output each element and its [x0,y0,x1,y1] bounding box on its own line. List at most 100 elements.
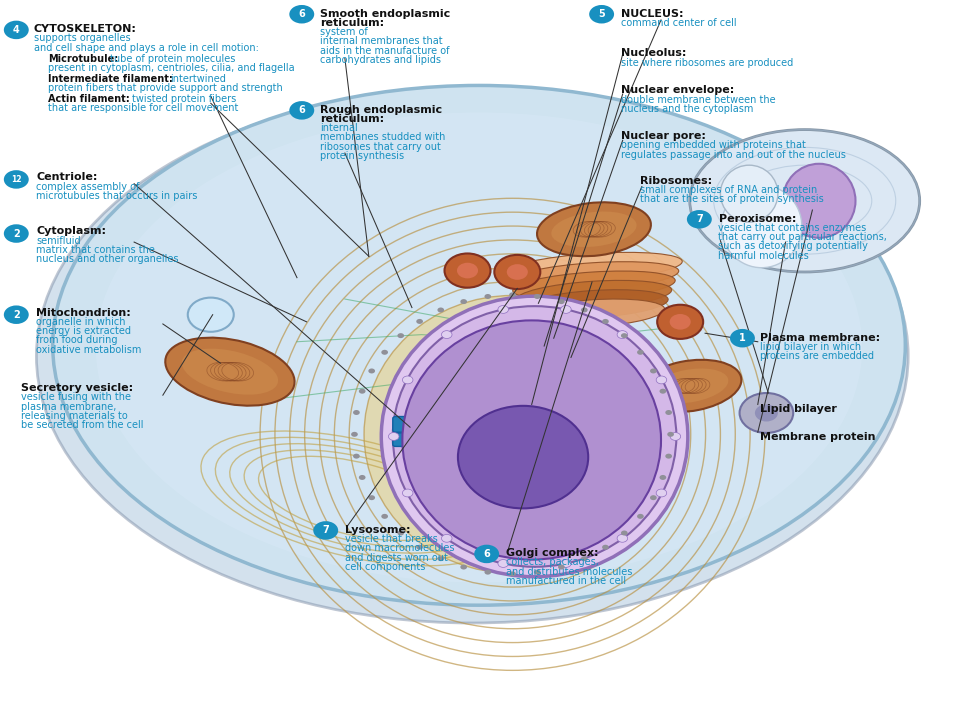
Ellipse shape [523,299,665,328]
Ellipse shape [651,369,728,403]
Text: Lipid bilayer: Lipid bilayer [760,404,836,414]
Text: 7: 7 [696,214,703,224]
Text: 6: 6 [298,9,306,19]
Text: supports organelles: supports organelles [34,33,130,43]
Ellipse shape [520,290,668,318]
Text: double membrane between the: double membrane between the [621,95,775,105]
Ellipse shape [638,360,741,412]
Circle shape [507,264,528,280]
Text: present in cytoplasm, centrioles, cilia, and flagella: present in cytoplasm, centrioles, cilia,… [48,63,294,73]
Text: nucleus and other organelles: nucleus and other organelles [36,254,179,264]
Text: Cytoplasm:: Cytoplasm: [36,226,106,236]
Text: 2: 2 [12,310,20,320]
Circle shape [670,314,691,330]
Circle shape [359,475,366,480]
Circle shape [589,5,614,23]
Text: intertwined: intertwined [171,74,226,84]
Circle shape [740,393,793,433]
Circle shape [602,319,608,324]
Circle shape [402,489,413,497]
Circle shape [494,255,540,289]
Text: Centriole:: Centriole: [36,172,98,182]
Text: aids in the manufacture of: aids in the manufacture of [320,46,449,56]
Text: internal membranes that: internal membranes that [320,36,443,46]
Circle shape [461,565,468,570]
Circle shape [417,545,423,550]
Circle shape [730,329,755,347]
Circle shape [656,376,667,384]
Text: be secreted from the cell: be secreted from the cell [21,420,144,430]
Circle shape [438,308,445,313]
Circle shape [4,170,29,189]
Circle shape [534,294,540,299]
Circle shape [650,495,657,500]
Ellipse shape [53,85,905,605]
Circle shape [359,389,366,394]
Circle shape [560,305,571,313]
Text: Smooth endoplasmic: Smooth endoplasmic [320,9,450,19]
Ellipse shape [510,262,678,290]
Text: Microtubule:: Microtubule: [48,54,118,64]
Text: tube of protein molecules: tube of protein molecules [110,54,236,64]
Text: manufactured in the cell: manufactured in the cell [506,576,626,586]
Text: organelle in which: organelle in which [36,317,125,327]
Circle shape [581,556,587,561]
Text: opening embedded with proteins that: opening embedded with proteins that [621,140,806,150]
Circle shape [650,369,657,374]
Circle shape [510,292,515,298]
Text: Golgi complex:: Golgi complex: [506,548,599,558]
Circle shape [485,294,491,299]
Circle shape [659,475,666,480]
Text: Ribosomes:: Ribosomes: [640,176,712,186]
Text: 2: 2 [12,229,20,239]
Ellipse shape [720,165,778,222]
Text: releasing materials to: releasing materials to [21,411,127,421]
Text: harmful molecules: harmful molecules [718,251,810,261]
Circle shape [558,299,564,304]
Text: regulates passage into and out of the nucleus: regulates passage into and out of the nu… [621,150,846,159]
Text: Plasma membrane:: Plasma membrane: [760,333,879,342]
Text: protein fibers that provide support and strength: protein fibers that provide support and … [48,83,283,93]
Circle shape [402,376,413,384]
Circle shape [581,308,587,313]
Text: twisted protein fibers: twisted protein fibers [132,94,237,104]
Text: from food during: from food during [36,335,118,345]
Text: system of: system of [320,27,368,37]
Text: microtubules that occurs in pairs: microtubules that occurs in pairs [36,191,197,201]
Circle shape [4,305,29,324]
Ellipse shape [393,306,676,567]
Circle shape [457,263,478,278]
Circle shape [498,560,509,567]
Circle shape [438,556,445,561]
Text: 6: 6 [483,549,490,559]
Circle shape [354,410,360,415]
Circle shape [442,330,452,338]
Text: plasma membrane,: plasma membrane, [21,402,117,412]
Circle shape [4,21,29,39]
Text: energy is extracted: energy is extracted [36,326,131,336]
Circle shape [461,299,468,304]
Text: reticulum:: reticulum: [320,114,384,124]
Circle shape [755,404,778,422]
Circle shape [498,305,509,313]
Ellipse shape [381,296,688,577]
Circle shape [354,454,360,459]
Ellipse shape [36,89,908,623]
Circle shape [389,433,399,440]
Text: CYTOSKELETON:: CYTOSKELETON: [34,24,136,34]
Text: Lysosome:: Lysosome: [345,525,410,535]
Circle shape [665,410,672,415]
Text: Mitochondrion:: Mitochondrion: [36,308,131,318]
Text: that are the sites of protein synthesis: that are the sites of protein synthesis [640,194,824,204]
Text: collects, packages,: collects, packages, [506,557,599,567]
Text: 4: 4 [12,25,20,35]
Text: lipid bilayer in which: lipid bilayer in which [760,342,861,352]
Text: small complexes of RNA and protein: small complexes of RNA and protein [640,185,817,195]
Circle shape [687,210,712,229]
Circle shape [368,369,375,374]
Text: 1: 1 [739,333,746,343]
Ellipse shape [516,281,672,309]
Text: Membrane protein: Membrane protein [760,432,876,442]
Circle shape [289,5,314,23]
Circle shape [4,224,29,243]
